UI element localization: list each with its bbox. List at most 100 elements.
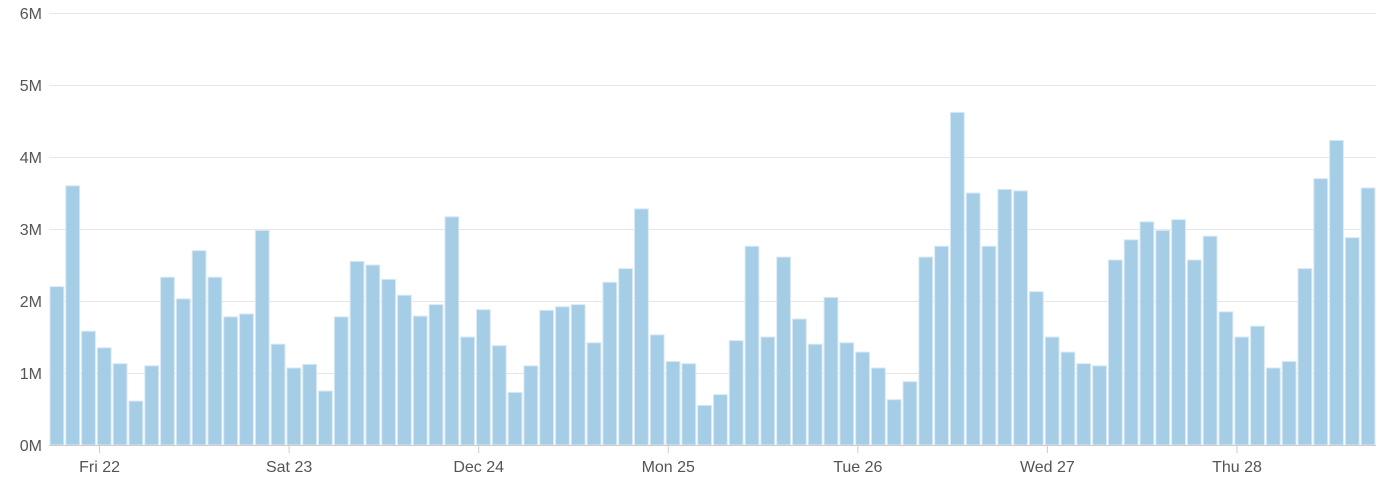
x-tick-label: Sat 23 xyxy=(266,459,312,476)
x-tick-label: Tue 26 xyxy=(833,459,882,476)
bar[interactable] xyxy=(1107,259,1123,446)
bar[interactable] xyxy=(1028,291,1044,446)
bar[interactable] xyxy=(207,276,223,446)
bar[interactable] xyxy=(254,229,270,446)
bar[interactable] xyxy=(239,313,254,446)
bar[interactable] xyxy=(491,345,507,446)
bar[interactable] xyxy=(349,260,365,446)
bar[interactable] xyxy=(965,192,981,446)
bar[interactable] xyxy=(444,216,460,446)
bar[interactable] xyxy=(144,365,160,446)
bar[interactable] xyxy=(412,315,428,446)
y-tick-label: 3M xyxy=(20,222,42,239)
bar[interactable] xyxy=(1076,363,1092,446)
bar[interactable] xyxy=(96,347,112,446)
bar[interactable] xyxy=(570,304,586,446)
bar[interactable] xyxy=(744,245,760,446)
bar[interactable] xyxy=(997,188,1013,446)
bar[interactable] xyxy=(270,343,286,446)
bar[interactable] xyxy=(713,394,728,446)
bars xyxy=(49,111,1376,446)
bar[interactable] xyxy=(223,316,239,446)
bar[interactable] xyxy=(1218,311,1234,446)
bar[interactable] xyxy=(602,281,618,446)
bar[interactable] xyxy=(776,256,791,446)
bar[interactable] xyxy=(1044,336,1060,446)
bar[interactable] xyxy=(286,367,302,446)
bar[interactable] xyxy=(539,309,555,446)
bar[interactable] xyxy=(476,309,491,446)
x-tick-label: Fri 22 xyxy=(79,459,120,476)
bar[interactable] xyxy=(886,399,902,446)
bar[interactable] xyxy=(507,391,523,446)
x-tick-label: Dec 24 xyxy=(453,459,504,476)
bar[interactable] xyxy=(1155,229,1171,446)
bar[interactable] xyxy=(333,316,349,446)
bar[interactable] xyxy=(918,256,934,446)
bar[interactable] xyxy=(1202,235,1218,446)
bar[interactable] xyxy=(191,250,207,446)
bar[interactable] xyxy=(855,351,870,446)
bar[interactable] xyxy=(902,381,918,446)
x-tick-label: Wed 27 xyxy=(1020,459,1075,476)
bar[interactable] xyxy=(1344,237,1360,446)
y-tick-label: 4M xyxy=(20,150,42,167)
bar[interactable] xyxy=(49,286,65,446)
bar[interactable] xyxy=(302,363,318,446)
bar[interactable] xyxy=(1123,239,1139,446)
bar[interactable] xyxy=(681,363,697,446)
bar[interactable] xyxy=(1092,365,1107,446)
bar[interactable] xyxy=(112,363,128,446)
grid-lines xyxy=(49,13,1376,374)
bar[interactable] xyxy=(397,294,412,446)
bar[interactable] xyxy=(665,360,681,446)
bar[interactable] xyxy=(460,336,476,446)
bar[interactable] xyxy=(1139,221,1155,446)
bar[interactable] xyxy=(523,365,539,446)
bar[interactable] xyxy=(128,400,144,446)
bar[interactable] xyxy=(807,343,823,446)
bar[interactable] xyxy=(760,336,776,446)
bar[interactable] xyxy=(1013,190,1028,446)
bar[interactable] xyxy=(1234,336,1250,446)
bar[interactable] xyxy=(1297,268,1313,446)
bar[interactable] xyxy=(728,340,744,446)
bar[interactable] xyxy=(175,298,191,446)
bar[interactable] xyxy=(555,306,570,446)
bar[interactable] xyxy=(1281,360,1297,446)
bar[interactable] xyxy=(949,111,965,446)
y-tick-label: 2M xyxy=(20,294,42,311)
y-tick-label: 6M xyxy=(20,6,42,23)
bar[interactable] xyxy=(65,185,81,446)
bar[interactable] xyxy=(81,330,96,446)
bar[interactable] xyxy=(618,268,634,446)
bar[interactable] xyxy=(1060,351,1076,446)
bar[interactable] xyxy=(1186,259,1202,446)
bar[interactable] xyxy=(1250,325,1265,446)
bar[interactable] xyxy=(981,245,997,446)
bar[interactable] xyxy=(634,208,649,446)
bar[interactable] xyxy=(839,342,855,446)
bar[interactable] xyxy=(1171,219,1186,446)
bar[interactable] xyxy=(160,276,175,446)
bar[interactable] xyxy=(1329,139,1344,446)
bar[interactable] xyxy=(365,264,381,446)
bar[interactable] xyxy=(934,245,949,446)
bar[interactable] xyxy=(428,304,444,446)
y-tick-label: 0M xyxy=(20,438,42,455)
bar[interactable] xyxy=(870,367,886,446)
bar[interactable] xyxy=(1313,178,1329,446)
bar[interactable] xyxy=(586,342,602,446)
y-axis-labels: 0M 1M 2M 3M 4M 5M 6M xyxy=(20,6,42,455)
bar[interactable] xyxy=(381,278,397,446)
bar[interactable] xyxy=(791,318,807,446)
bar[interactable] xyxy=(1265,367,1281,446)
bar[interactable] xyxy=(823,296,839,446)
bar[interactable] xyxy=(697,404,713,446)
x-axis-ticks: Fri 22 Sat 23 Dec 24 Mon 25 Tue 26 Wed 27 Thu … xyxy=(79,445,1262,476)
bar[interactable] xyxy=(318,390,333,446)
y-tick-label: 1M xyxy=(20,366,42,383)
bar[interactable] xyxy=(649,334,665,446)
x-tick-label: Mon 25 xyxy=(642,459,695,476)
bar[interactable] xyxy=(1360,187,1376,446)
